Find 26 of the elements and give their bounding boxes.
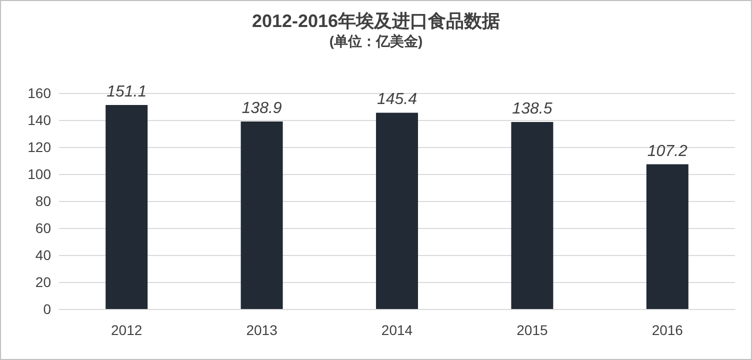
chart-title: 2012-2016年埃及进口食品数据 [252,11,500,31]
y-tick-label: 80 [35,193,52,209]
x-tick-label: 2013 [246,322,278,338]
x-tick-label: 2014 [381,322,413,338]
data-label: 151.1 [106,84,147,101]
bar [646,164,688,309]
x-tick-label: 2015 [516,322,548,338]
x-tick-label: 2012 [111,322,142,338]
data-label: 138.9 [242,100,282,117]
y-tick-label: 20 [35,274,52,290]
data-label: 107.2 [647,142,688,160]
y-tick-label: 120 [28,139,52,155]
data-label: 145.4 [376,91,418,108]
bar [511,122,554,309]
bar [106,105,148,309]
y-tick-label: 140 [28,112,52,128]
y-tick-label: 0 [43,301,52,317]
y-tick-label: 100 [28,166,52,182]
y-tick-label: 60 [35,220,52,236]
y-tick-label: 40 [35,247,52,263]
chart-subtitle: (单位：亿美金) [329,33,423,49]
data-label: 138.5 [512,100,552,118]
bar [376,112,418,309]
bar [240,121,283,309]
x-tick-label: 2016 [652,322,684,338]
y-tick-label: 160 [28,85,52,101]
